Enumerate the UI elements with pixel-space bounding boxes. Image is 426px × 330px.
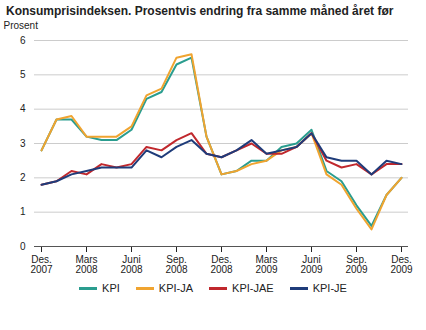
- svg-text:1: 1: [20, 206, 26, 217]
- svg-text:3: 3: [20, 138, 26, 149]
- svg-text:Sep.2009: Sep.2009: [345, 254, 368, 275]
- html-text:KPI-JA: KPI-JA: [158, 282, 194, 294]
- svg-text:Mars2009: Mars2009: [255, 254, 278, 275]
- svg-text:6: 6: [20, 35, 26, 46]
- svg-text:Des.2008: Des.2008: [210, 254, 233, 275]
- svg-text:Prosent: Prosent: [4, 20, 39, 31]
- svg-text:Sep.2008: Sep.2008: [165, 254, 188, 275]
- svg-text:Des.2007: Des.2007: [30, 254, 53, 275]
- svg-text:5: 5: [20, 69, 26, 80]
- svg-text:Juni2008: Juni2008: [120, 254, 143, 275]
- svg-text:2: 2: [20, 172, 26, 183]
- html-text:KPI-JAE: KPI-JAE: [232, 282, 274, 294]
- svg-text:Juni2009: Juni2009: [300, 254, 323, 275]
- html-text:KPI: KPI: [102, 282, 120, 294]
- html-text:Konsumprisindeksen. Prosentvis: Konsumprisindeksen. Prosentvis endring f…: [6, 4, 394, 18]
- svg-text:Mars2008: Mars2008: [75, 254, 98, 275]
- html-text:KPI-JE: KPI-JE: [312, 282, 347, 294]
- svg-text:Des.2009: Des.2009: [390, 254, 413, 275]
- svg-text:0: 0: [20, 241, 26, 252]
- svg-text:4: 4: [20, 103, 26, 114]
